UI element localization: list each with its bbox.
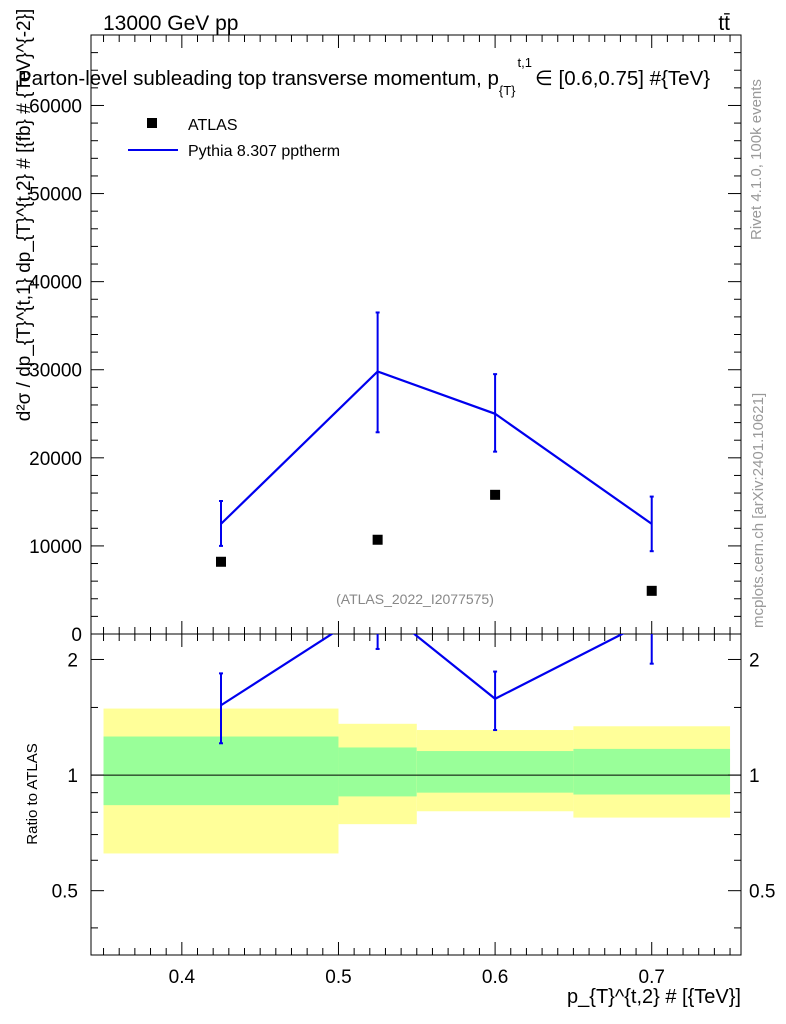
analysis-watermark: (ATLAS_2022_I2077575) bbox=[336, 591, 494, 607]
ratio-ytick-label-right: 2 bbox=[749, 650, 760, 671]
legend-pythia-label: Pythia 8.307 pptherm bbox=[188, 143, 340, 160]
ratio-xtick-label: 0.4 bbox=[169, 967, 196, 988]
ratio-ytick-label: 1 bbox=[67, 766, 78, 787]
main-ytick-label: 30000 bbox=[29, 361, 82, 382]
main-series bbox=[216, 311, 657, 596]
title-tail: ∈ [0.6,0.75] #{TeV} bbox=[535, 67, 710, 90]
x-axis-label: p_{T}^{t,2} # [{TeV}] bbox=[567, 986, 741, 1008]
main-y-axis-label: d²σ / dp_{T}^{t,1} dp_{T}^{t,2} # [{fb} … bbox=[14, 9, 35, 421]
main-ytick-label: 10000 bbox=[29, 537, 82, 558]
ratio-pythia-line bbox=[220, 634, 625, 707]
header-right: tt̄ bbox=[718, 12, 730, 35]
title-sup: t,1 bbox=[517, 55, 531, 70]
header-left: 13000 GeV pp bbox=[103, 12, 238, 35]
ratio-ytick-label-right: 0.5 bbox=[749, 882, 775, 903]
ratio-bands bbox=[91, 708, 741, 854]
title-main: Parton-level subleading top transverse m… bbox=[18, 67, 499, 90]
ratio-ytick-label: 0.5 bbox=[52, 882, 78, 903]
legend-atlas-marker bbox=[147, 118, 157, 128]
ratio-axis-ticks: 0.5 0.5 1 1 2 2 0.4 0.5 0.6 0.7 bbox=[52, 634, 775, 988]
atlas-point bbox=[216, 556, 226, 567]
ratio-xtick-label: 0.7 bbox=[639, 967, 665, 988]
atlas-point bbox=[490, 489, 501, 500]
title-sub: {T} bbox=[499, 83, 516, 98]
plot-title: Parton-level subleading top transverse m… bbox=[18, 55, 710, 98]
rivet-label: Rivet 4.1.0, 100k events bbox=[748, 79, 765, 240]
ratio-ytick-label: 2 bbox=[67, 650, 78, 671]
band-inner-2 bbox=[416, 751, 574, 793]
ratio-xtick-label: 0.5 bbox=[325, 967, 351, 988]
main-ytick-label: 50000 bbox=[29, 185, 82, 206]
ratio-y-axis-label: Ratio to ATLAS bbox=[24, 743, 41, 844]
atlas-point bbox=[372, 534, 383, 545]
legend-atlas-label: ATLAS bbox=[188, 117, 238, 134]
band-inner-1 bbox=[338, 747, 417, 797]
atlas-point bbox=[646, 585, 657, 596]
ratio-ytick-label-right: 1 bbox=[749, 766, 760, 787]
ratio-series bbox=[219, 634, 654, 745]
pythia-line bbox=[220, 370, 653, 525]
main-ytick-label: 60000 bbox=[29, 96, 82, 117]
mcplots-label: mcplots.cern.ch [arXiv:2401.10621] bbox=[750, 393, 767, 628]
ratio-xtick-label: 0.6 bbox=[482, 967, 508, 988]
main-ytick-label: 40000 bbox=[29, 273, 82, 294]
band-inner-3 bbox=[573, 748, 731, 795]
main-ytick-label: 20000 bbox=[29, 449, 82, 470]
band-inner-0 bbox=[103, 736, 339, 806]
main-ytick-label: 0 bbox=[71, 625, 82, 646]
main-axis-ticks: 0 10000 20000 30000 40000 50000 60000 bbox=[29, 34, 741, 646]
